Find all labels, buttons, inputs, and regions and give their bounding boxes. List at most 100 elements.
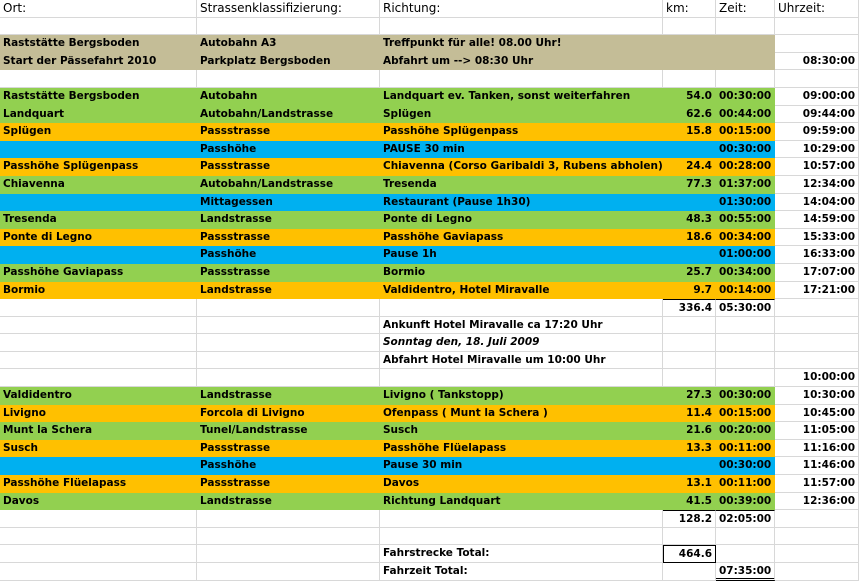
richtung-cell: [380, 510, 663, 528]
ort-cell: [0, 193, 197, 212]
zeit-cell: [716, 545, 775, 563]
ort-cell: [0, 369, 197, 388]
richtung-cell: PAUSE 30 min: [380, 140, 663, 159]
strasse-cell: Tunel/Landstrasse: [197, 422, 380, 440]
ort-cell: Passhöhe Gaviapass: [0, 263, 197, 282]
uhrzeit-cell: [775, 563, 859, 581]
richtung-cell: Abfahrt Hotel Miravalle um 10:00 Uhr: [380, 351, 663, 370]
uhrzeit-cell: [775, 334, 859, 352]
ort-cell: Livigno: [0, 404, 197, 423]
zeit-cell: 02:05:00: [716, 510, 775, 528]
zeit-cell: 00:30:00: [716, 140, 775, 159]
uhrzeit-cell: 15:33:00: [775, 228, 859, 247]
strasse-cell: [197, 563, 380, 581]
km-cell: [663, 193, 716, 212]
strasse-cell: Passhöhe: [197, 246, 380, 264]
ort-cell: Chiavenna: [0, 175, 197, 194]
strasse-cell: Passhöhe: [197, 457, 380, 476]
strasse-cell: Passstrasse: [197, 439, 380, 458]
km-cell: 13.1: [663, 475, 716, 493]
zeit-cell: 00:15:00: [716, 123, 775, 141]
strasse-cell: Passstrasse: [197, 123, 380, 141]
zeit-cell: 00:14:00: [716, 281, 775, 300]
km-cell: 27.3: [663, 387, 716, 405]
zeit-cell: 01:30:00: [716, 193, 775, 212]
strasse-cell: Autobahn/Landstrasse: [197, 175, 380, 194]
richtung-cell: Sonntag den, 18. Juli 2009: [380, 334, 663, 352]
km-cell: [663, 457, 716, 476]
uhrzeit-cell: 16:33:00: [775, 246, 859, 264]
zeit-cell: 00:39:00: [716, 492, 775, 511]
strasse-cell: Autobahn/Landstrasse: [197, 105, 380, 124]
uhrzeit-cell: 11:57:00: [775, 475, 859, 493]
strasse-cell: Landstrasse: [197, 492, 380, 511]
km-cell: [663, 369, 716, 388]
richtung-cell: Tresenda: [380, 175, 663, 194]
km-cell: 41.5: [663, 492, 716, 511]
zeit-cell: [716, 334, 775, 352]
km-cell: 21.6: [663, 422, 716, 440]
km-cell: [663, 334, 716, 352]
richtung-cell: Ankunft Hotel Miravalle ca 17:20 Uhr: [380, 316, 663, 335]
zeit-cell: 00:44:00: [716, 105, 775, 124]
strasse-cell: [197, 316, 380, 335]
ort-cell: [0, 510, 197, 528]
richtung-cell: Passhöhe Gaviapass: [380, 228, 663, 247]
richtung-cell: Splügen: [380, 105, 663, 124]
uhrzeit-cell: 10:00:00: [775, 369, 859, 388]
km-cell: 48.3: [663, 211, 716, 229]
ort-cell: Susch: [0, 439, 197, 458]
zeit-cell: [716, 17, 775, 36]
strasse-cell: Passstrasse: [197, 228, 380, 247]
strasse-cell: [197, 334, 380, 352]
strasse-cell: Passstrasse: [197, 475, 380, 493]
strasse-cell: Passstrasse: [197, 158, 380, 176]
strasse-cell: [197, 369, 380, 388]
richtung-cell: Livigno ( Tankstopp): [380, 387, 663, 405]
richtung-cell: Bormio: [380, 263, 663, 282]
richtung-cell: [380, 17, 663, 36]
km-cell: 77.3: [663, 175, 716, 194]
uhrzeit-cell: [775, 545, 859, 563]
uhrzeit-cell: 10:57:00: [775, 158, 859, 176]
ort-cell: Raststätte Bergsboden: [0, 35, 197, 53]
richtung-cell: [380, 369, 663, 388]
zeit-cell: 07:35:00: [716, 563, 775, 581]
richtung-cell: Davos: [380, 475, 663, 493]
ort-cell: [0, 140, 197, 159]
zeit-cell: 00:30:00: [716, 387, 775, 405]
strasse-cell: Autobahn: [197, 87, 380, 106]
zeit-cell: 01:00:00: [716, 246, 775, 264]
zeit-cell: 01:37:00: [716, 175, 775, 194]
ort-cell: Valdidentro: [0, 387, 197, 405]
uhrzeit-cell: [775, 351, 859, 370]
ort-cell: Splügen: [0, 123, 197, 141]
km-cell: [663, 351, 716, 370]
strasse-cell: [197, 299, 380, 317]
km-cell: 128.2: [663, 510, 716, 528]
km-cell: 464.6: [663, 545, 716, 563]
strasse-cell: [197, 510, 380, 528]
ort-cell: [0, 17, 197, 36]
richtung-cell: [380, 299, 663, 317]
zeit-cell: [716, 316, 775, 335]
richtung-cell: Valdidentro, Hotel Miravalle: [380, 281, 663, 300]
richtung-cell: Fahrstrecke Total:: [380, 545, 663, 563]
richtung-cell: Restaurant (Pause 1h30): [380, 193, 663, 212]
uhrzeit-cell: [775, 17, 859, 36]
zeit-cell: [716, 70, 775, 88]
ort-cell: Passhöhe Flüelapass: [0, 475, 197, 493]
km-cell: 24.4: [663, 158, 716, 176]
km-cell: 9.7: [663, 281, 716, 300]
km-cell: [663, 563, 716, 581]
uhrzeit-cell: 09:44:00: [775, 105, 859, 124]
km-cell: [663, 527, 716, 546]
zeit-cell: 00:55:00: [716, 211, 775, 229]
km-cell: [663, 140, 716, 159]
km-cell: 15.8: [663, 123, 716, 141]
strasse-cell: [197, 527, 380, 546]
strasse-cell: Landstrasse: [197, 387, 380, 405]
zeit-cell: 00:34:00: [716, 228, 775, 247]
uhrzeit-cell: 09:00:00: [775, 87, 859, 106]
strasse-cell: [197, 70, 380, 88]
